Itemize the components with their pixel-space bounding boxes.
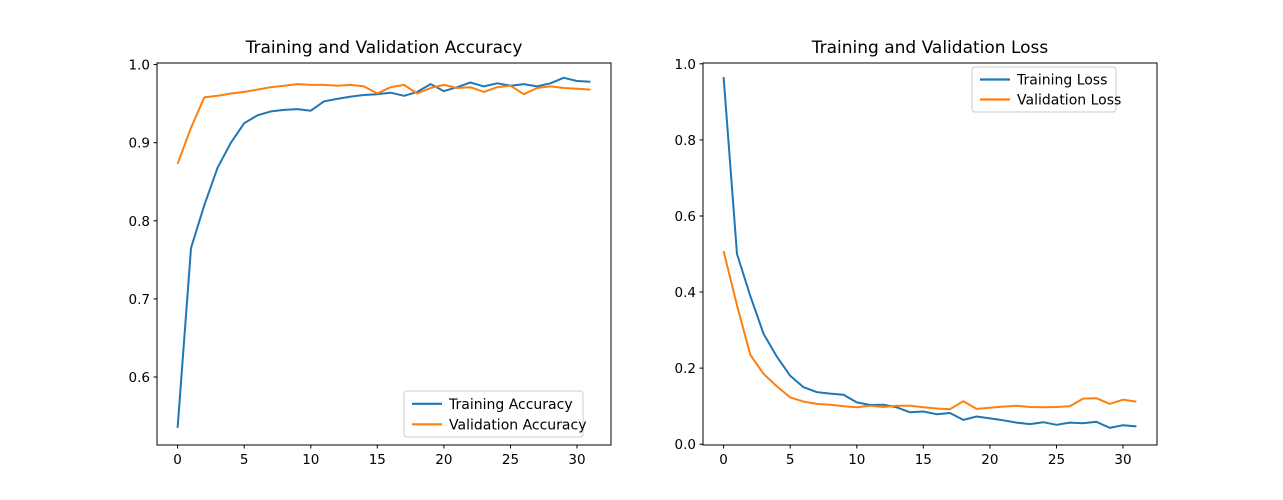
y-tick-label: 0.9 xyxy=(129,136,150,152)
y-tick-label: 1.0 xyxy=(675,57,696,73)
accuracy-plot-area: 0 5 10 15 20 25 30 0.6 0.7 0.8 0.9 1.0 Training Accu… xyxy=(129,58,612,468)
legend-box xyxy=(971,66,1117,113)
y-tick-label: 0.4 xyxy=(675,285,696,301)
y-tick-label: 0.0 xyxy=(675,437,696,453)
y-tick-label: 0.8 xyxy=(129,214,150,230)
legend-box xyxy=(403,390,584,438)
validation-accuracy-line xyxy=(176,83,591,165)
x-tick-label: 5 xyxy=(240,452,249,468)
x-tick-label: 10 xyxy=(848,452,865,468)
x-tick-label: 15 xyxy=(369,452,386,468)
training-loss-legend-label: Training Loss xyxy=(1016,73,1107,89)
x-tick-label: 10 xyxy=(302,452,319,468)
x-tick-label: 25 xyxy=(1048,452,1065,468)
training-accuracy-legend-label: Training Accuracy xyxy=(448,397,573,413)
y-tick-label: 0.6 xyxy=(129,370,150,386)
y-tick-label: 0.7 xyxy=(129,292,150,308)
y-tick-label: 0.6 xyxy=(675,209,696,225)
x-tick-label: 25 xyxy=(502,452,519,468)
validation-loss-line xyxy=(722,250,1137,411)
loss-plot-area: 0 5 10 15 20 25 30 0.0 0.2 0.4 0.6 0.8 1.0 Training L… xyxy=(675,57,1158,468)
axes-box xyxy=(156,62,612,446)
y-tick-label: 0.8 xyxy=(675,133,696,149)
x-tick-label: 20 xyxy=(981,452,998,468)
x-tick-label: 30 xyxy=(1114,452,1131,468)
validation-loss-legend-label: Validation Loss xyxy=(1017,93,1121,109)
x-tick-label: 0 xyxy=(719,452,728,468)
y-tick-label: 0.2 xyxy=(675,361,696,377)
training-loss-line xyxy=(722,77,1137,429)
loss-plot-title: Training and Validation Loss xyxy=(811,38,1049,58)
accuracy-plot-title: Training and Validation Accuracy xyxy=(245,38,523,58)
x-tick-label: 5 xyxy=(786,452,795,468)
x-tick-label: 20 xyxy=(435,452,452,468)
x-tick-label: 15 xyxy=(915,452,932,468)
x-tick-label: 30 xyxy=(568,452,585,468)
training-accuracy-line xyxy=(176,76,591,428)
validation-accuracy-legend-label: Validation Accuracy xyxy=(449,417,587,433)
x-tick-label: 0 xyxy=(173,452,182,468)
axes-box xyxy=(702,62,1158,446)
y-tick-label: 1.0 xyxy=(129,58,150,74)
